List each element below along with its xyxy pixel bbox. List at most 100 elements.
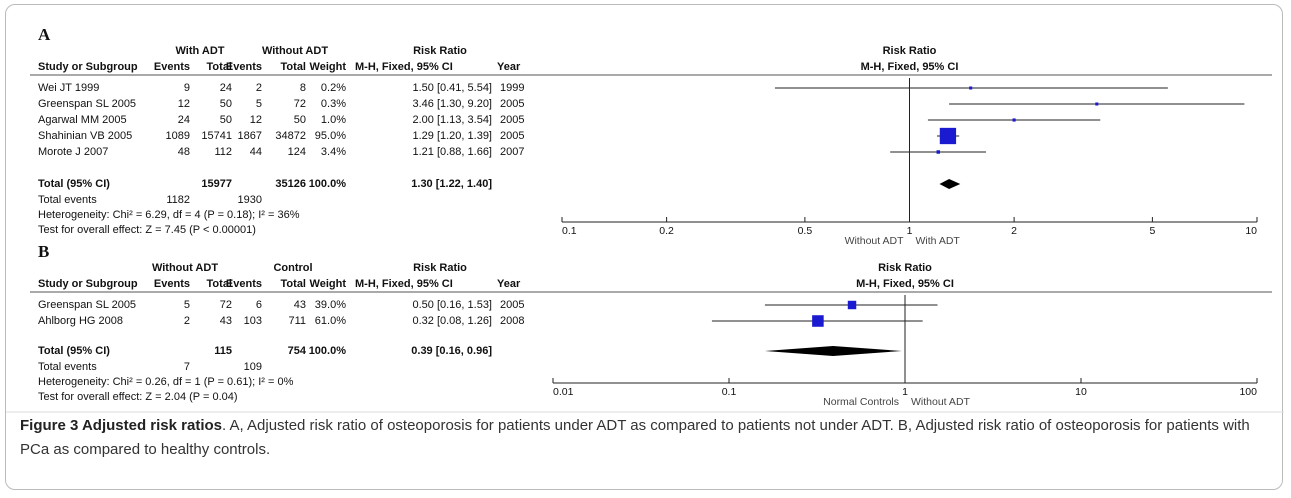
plot-subtitle: M-H, Fixed, 95% CI [861, 61, 959, 73]
table-cell: 15741 [201, 130, 232, 142]
table-cell: 100.0% [309, 345, 347, 357]
x-tick-label: 0.2 [659, 225, 674, 237]
column-header: Year [497, 61, 521, 73]
column-header: Study or Subgroup [38, 61, 138, 73]
table-cell: 6 [256, 299, 262, 311]
table-cell: 112 [214, 146, 232, 158]
table-cell: Greenspan SL 2005 [38, 98, 136, 110]
overall-effect: Test for overall effect: Z = 7.45 (P < 0… [38, 224, 256, 236]
study-square [847, 300, 857, 310]
table-cell: 48 [178, 146, 190, 158]
table-cell: 2.00 [1.13, 3.54] [412, 114, 492, 126]
column-header: Year [497, 278, 521, 290]
column-header: Study or Subgroup [38, 278, 138, 290]
study-square [1012, 118, 1016, 122]
table-cell: 44 [250, 146, 262, 158]
column-header: Events [154, 278, 190, 290]
table-cell: 9 [184, 82, 190, 94]
table-cell: Greenspan SL 2005 [38, 299, 136, 311]
panel-label: A [38, 25, 51, 44]
study-square [812, 315, 824, 327]
table-cell: 2 [256, 82, 262, 94]
table-cell: 2005 [500, 130, 524, 142]
table-cell: 8 [300, 82, 306, 94]
table-cell: 2005 [500, 299, 524, 311]
panel-label: B [38, 242, 49, 261]
table-cell: 1.29 [1.20, 1.39] [412, 130, 492, 142]
table-cell: 1.30 [1.22, 1.40] [411, 178, 492, 190]
column-header: M-H, Fixed, 95% CI [355, 61, 453, 73]
total-diamond [939, 179, 961, 189]
table-cell: 109 [244, 361, 262, 373]
study-square [936, 150, 941, 154]
table-cell: 95.0% [315, 130, 346, 142]
group-header: Risk Ratio [413, 45, 467, 57]
heterogeneity: Heterogeneity: Chi² = 0.26, df = 1 (P = … [38, 376, 294, 388]
x-tick-label: 0.5 [798, 225, 813, 237]
table-cell: 5 [256, 98, 262, 110]
plot-title: Risk Ratio [883, 45, 937, 57]
caption: Figure 3 Adjusted risk ratios. A, Adjust… [20, 414, 1275, 462]
table-cell: 0.39 [0.16, 0.96] [411, 345, 492, 357]
table-cell: 7 [184, 361, 190, 373]
group-header: Without ADT [262, 45, 328, 57]
table-cell: 24 [178, 114, 190, 126]
table-cell: 1867 [238, 130, 262, 142]
group-header: With ADT [176, 45, 225, 57]
plot-title: Risk Ratio [878, 262, 932, 274]
table-cell: 754 [288, 345, 307, 357]
table-cell: 2008 [500, 315, 524, 327]
table-cell: Shahinian VB 2005 [38, 130, 132, 142]
x-tick-label: 0.1 [722, 386, 737, 398]
table-cell: 12 [250, 114, 262, 126]
group-header: Control [273, 262, 312, 274]
x-tick-label: 1 [907, 225, 913, 237]
table-cell: 1.50 [0.41, 5.54] [412, 82, 492, 94]
table-cell: 61.0% [315, 315, 346, 327]
favours-right: With ADT [916, 235, 961, 247]
table-cell: 24 [220, 82, 232, 94]
table-cell: 0.2% [321, 82, 346, 94]
x-tick-label: 100 [1239, 386, 1257, 398]
x-tick-label: 5 [1149, 225, 1155, 237]
table-cell: Ahlborg HG 2008 [38, 315, 123, 327]
table-cell: 1999 [500, 82, 524, 94]
table-cell: 35126 [275, 178, 306, 190]
table-cell: 124 [288, 146, 306, 158]
forest-plots: A With ADT Without ADT Risk Ratio Study or S… [6, 25, 1284, 413]
table-cell: 3.4% [321, 146, 346, 158]
x-tick-label: 2 [1011, 225, 1017, 237]
table-cell: 1930 [238, 194, 262, 206]
table-cell: 43 [220, 315, 232, 327]
favours-left: Normal Controls [823, 396, 899, 408]
table-cell: 34872 [275, 130, 306, 142]
table-cell: 15977 [201, 178, 232, 190]
study-square [969, 86, 973, 90]
table-cell: 0.32 [0.08, 1.26] [412, 315, 492, 327]
x-tick-label: 0.1 [562, 225, 577, 237]
table-cell: 0.3% [321, 98, 346, 110]
table-cell: 39.0% [315, 299, 346, 311]
table-cell: 50 [220, 114, 232, 126]
column-header: Total [281, 278, 306, 290]
total-diamond [764, 346, 902, 356]
favours-right: Without ADT [911, 396, 971, 408]
table-cell: 50 [220, 98, 232, 110]
table-cell: 72 [294, 98, 306, 110]
figure-frame [5, 4, 1283, 490]
column-header: Events [154, 61, 190, 73]
table-cell: 1182 [166, 194, 190, 206]
table-cell: 103 [244, 315, 262, 327]
table-cell: 72 [220, 299, 232, 311]
study-square [939, 127, 957, 145]
table-cell: Total (95% CI) [38, 178, 110, 190]
table-cell: 43 [294, 299, 306, 311]
group-header: Without ADT [152, 262, 218, 274]
column-header: Events [226, 278, 262, 290]
table-cell: 2 [184, 315, 190, 327]
column-header: Weight [310, 61, 347, 73]
column-header: Weight [310, 278, 347, 290]
table-cell: 100.0% [309, 178, 347, 190]
table-cell: 1089 [166, 130, 190, 142]
